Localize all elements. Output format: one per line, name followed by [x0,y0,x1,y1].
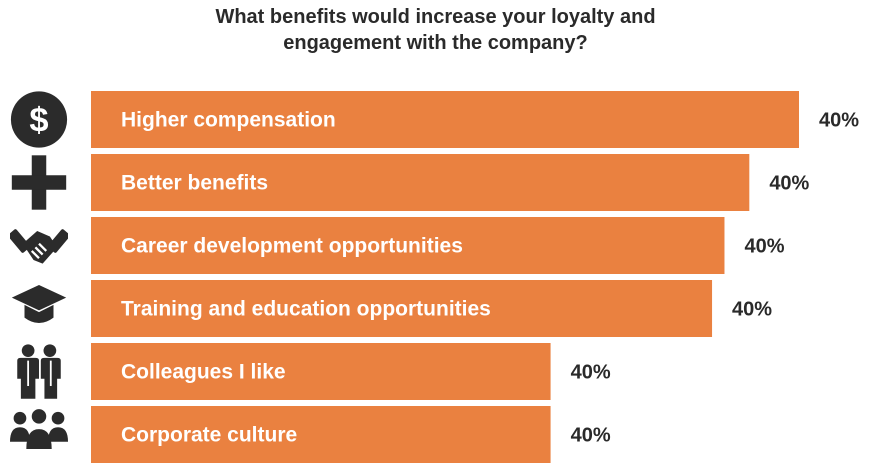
chart-title: What benefits would increase your loyalt… [0,4,871,56]
value-label: 40% [571,425,611,447]
category-label: Better benefits [121,172,268,195]
bar [91,91,799,148]
bar [91,280,713,337]
category-label: Higher compensation [121,109,336,132]
graduation-cap-icon [11,284,67,323]
value-label: 40% [769,173,809,195]
two-people-icon [16,343,62,400]
bar [91,406,551,463]
handshake-icon [10,227,68,265]
value-label: 40% [819,110,859,132]
value-label: 40% [571,362,611,384]
value-label: 40% [732,299,772,321]
chart-title-line-1: What benefits would increase your loyalt… [215,6,656,28]
bar [91,154,750,211]
category-label: Training and education opportunities [121,298,491,321]
group-icon [10,409,68,449]
bar [91,343,551,400]
chart-title-line-2: engagement with the company? [283,32,588,54]
plus-icon [11,155,67,210]
bar [91,217,725,274]
category-label: Corporate culture [121,424,297,447]
dollar-coin-icon [10,91,68,148]
value-label: 40% [744,236,784,258]
category-label: Career development opportunities [121,235,463,258]
category-label: Colleagues I like [121,361,286,384]
